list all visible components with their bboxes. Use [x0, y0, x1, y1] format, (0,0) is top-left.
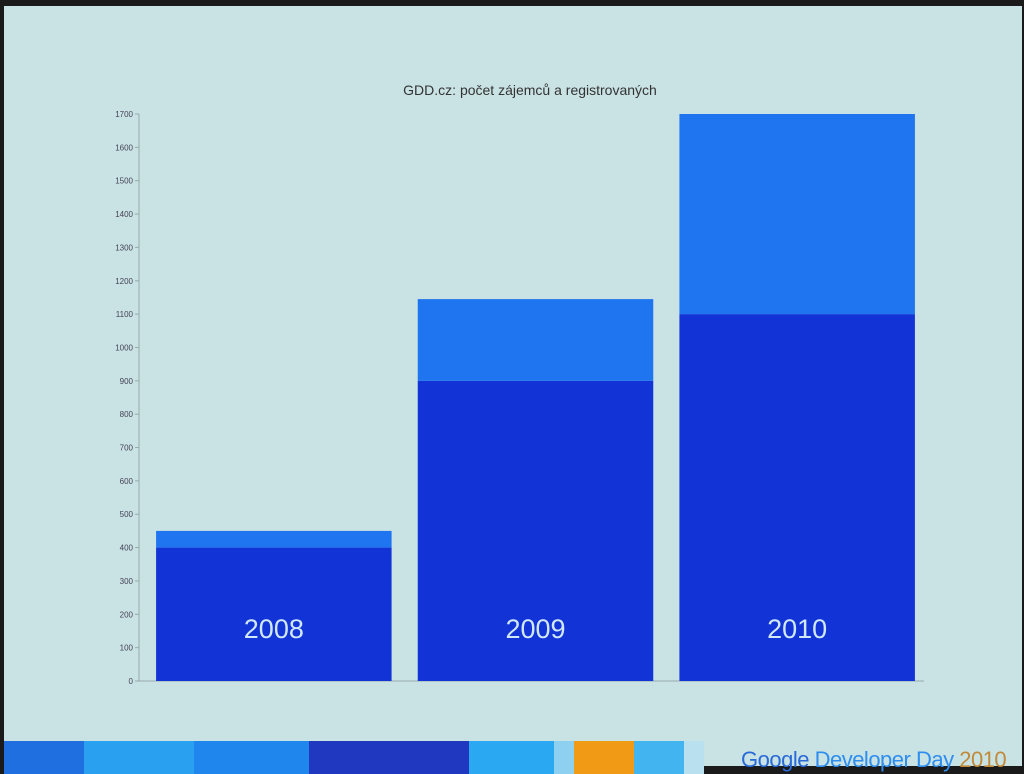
y-tick-label: 1200: [115, 277, 133, 286]
y-tick-label: 700: [120, 444, 134, 453]
stripe-segment: [634, 741, 684, 774]
brand-google: Google: [741, 747, 809, 772]
y-tick-label: 0: [129, 677, 134, 686]
y-tick-label: 1000: [115, 343, 133, 352]
bars: [156, 114, 915, 681]
y-tick-label: 900: [120, 377, 134, 386]
y-tick-label: 1400: [115, 210, 133, 219]
stripe-segment: [684, 741, 704, 774]
chart-title: GDD.cz: počet zájemců a registrovaných: [403, 82, 657, 98]
y-tick-label: 600: [120, 477, 134, 486]
y-tick-label: 100: [120, 644, 134, 653]
bar-segment-2010-2: [679, 114, 915, 315]
stripe-segment: [84, 741, 194, 774]
category-labels: 2008 2009 2010: [244, 614, 827, 644]
stripe-segment: [309, 741, 469, 774]
presentation-slide: GDD.cz: počet zájemců a registrovaných 0…: [4, 6, 1022, 774]
bar-segment-2009-2: [417, 299, 654, 381]
bar-segment-2010-1: [679, 314, 915, 681]
y-tick-label: 1500: [115, 177, 133, 186]
y-tick-label: 300: [120, 577, 134, 586]
category-label-2010: 2010: [767, 614, 827, 644]
y-tick-label: 400: [120, 544, 134, 553]
bar-segment-2009-1: [417, 380, 654, 681]
y-tick-label: 1300: [115, 243, 133, 252]
stripe-segment: [4, 741, 84, 774]
stripe-segment: [194, 741, 309, 774]
bar-segment-2008-2: [156, 530, 392, 548]
y-tick-label: 1100: [116, 310, 134, 319]
y-tick-label: 500: [120, 510, 134, 519]
y-tick-label: 800: [120, 410, 134, 419]
brand-year: 2010: [959, 747, 1007, 772]
y-tick-label: 200: [120, 610, 134, 619]
stripe-segment: [554, 741, 574, 774]
bar-segment-2008-1: [156, 547, 392, 681]
category-label-2008: 2008: [244, 614, 304, 644]
stripe-segment: [469, 741, 554, 774]
footer-color-stripe: [4, 741, 734, 774]
brand-developer-day: Developer Day: [814, 747, 955, 772]
y-tick-label: 1700: [115, 110, 133, 119]
y-tick-label: 1600: [115, 143, 133, 152]
stacked-bar-chart: GDD.cz: počet zájemců a registrovaných 0…: [115, 82, 924, 686]
stripe-segment: [574, 741, 634, 774]
brand-logo: Google Developer Day 2010: [741, 746, 1007, 774]
category-label-2009: 2009: [505, 614, 565, 644]
